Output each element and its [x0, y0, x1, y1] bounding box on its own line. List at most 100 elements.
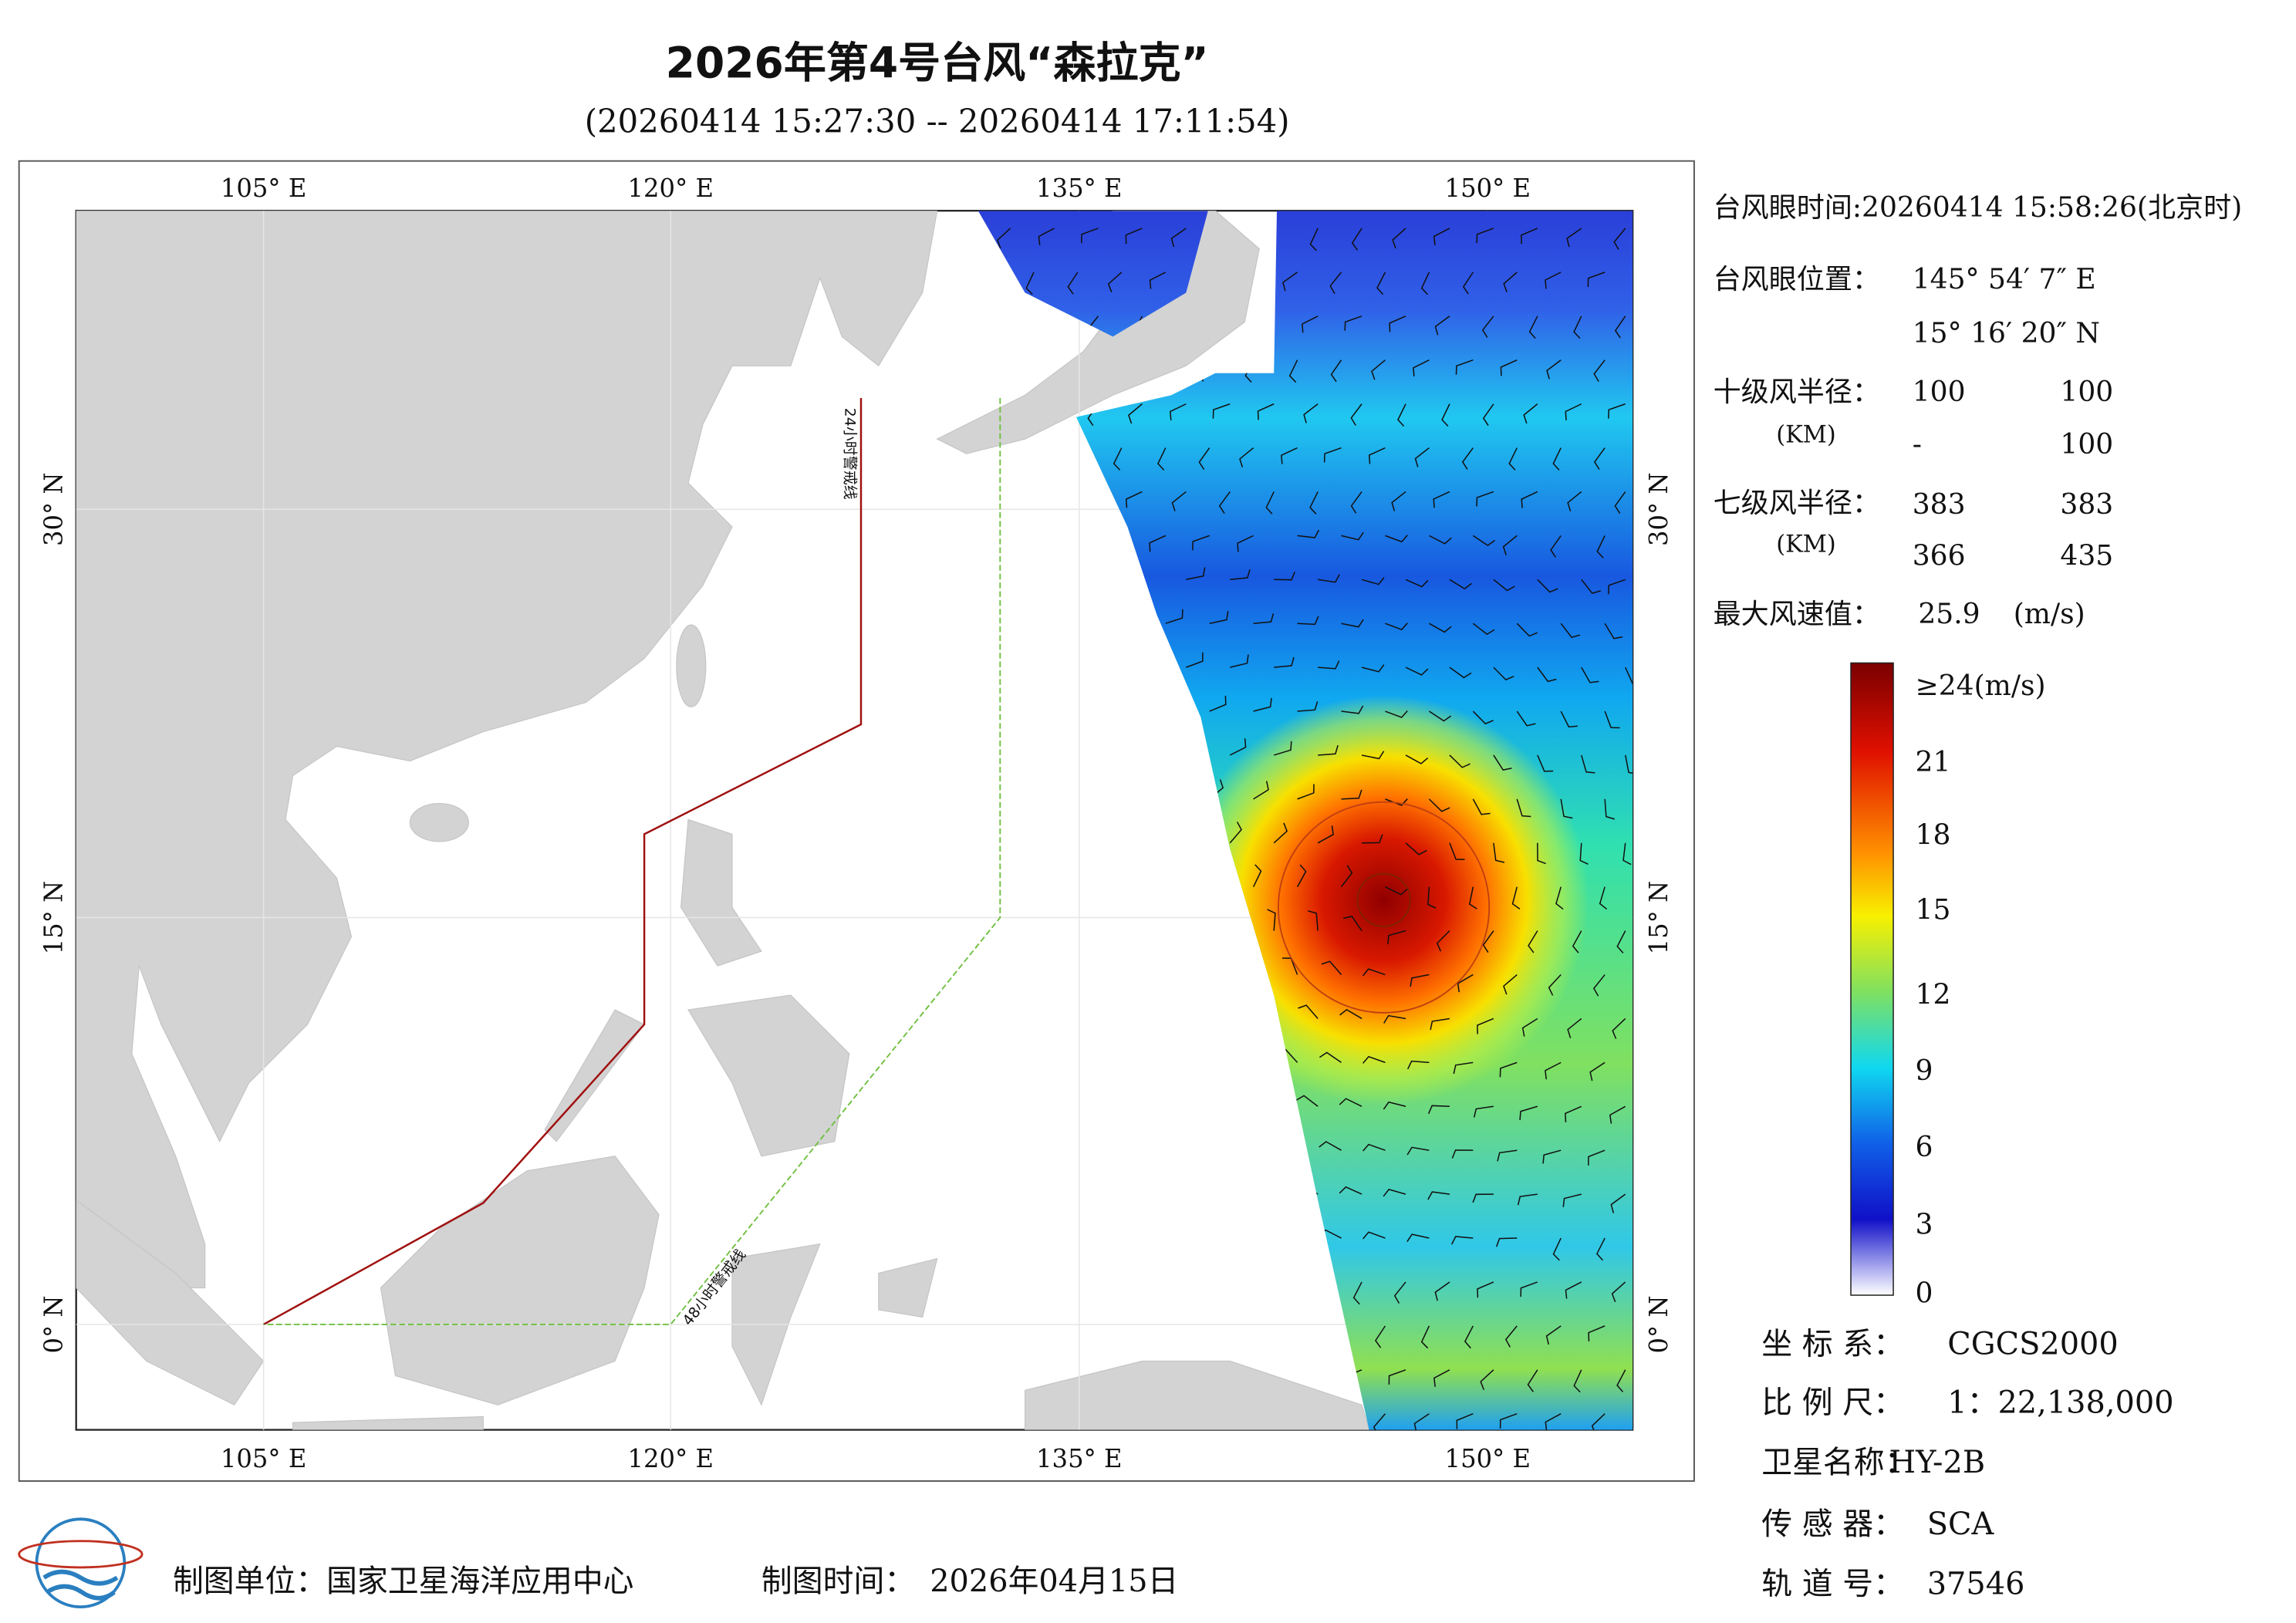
r7-circle [1277, 801, 1491, 1014]
colorbar [1850, 662, 1894, 1296]
wind-barb [1610, 1193, 1626, 1213]
colorbar-label: 21 [1916, 746, 1951, 778]
wind-barb [1537, 579, 1558, 593]
wind-barb [1317, 825, 1334, 844]
wind-barb [1589, 1061, 1606, 1081]
colorbar-label: 12 [1916, 979, 1951, 1011]
wind-barb [1330, 359, 1342, 383]
wind-barb [1565, 1281, 1582, 1299]
wind-barb [1572, 930, 1582, 953]
wind-barb [1125, 491, 1143, 508]
wind-barb [1343, 915, 1362, 932]
warning-line-48h [263, 398, 1001, 1325]
wind-barb [1462, 272, 1474, 295]
wind-barb [1405, 579, 1429, 588]
wind-barb [1212, 403, 1231, 419]
colorbar-label: 18 [1916, 819, 1951, 852]
wind-barb [1567, 1017, 1582, 1038]
wind-barb [1517, 1193, 1538, 1206]
wind-barb [1319, 1141, 1342, 1151]
lat-label-left: 15° N [39, 881, 69, 955]
wind-barb [1472, 623, 1495, 636]
lat-label-right: 30° N [1644, 472, 1673, 546]
wind-barb [1362, 1055, 1386, 1064]
wind-barb [1407, 1060, 1430, 1070]
wind-barb [1433, 491, 1450, 508]
wind-barb [1341, 705, 1364, 714]
wind-barb [1588, 1149, 1606, 1166]
wind-barb [1230, 654, 1249, 668]
wind-barb [1433, 1369, 1450, 1387]
wind-barb [1499, 1061, 1518, 1078]
wind-barb [1170, 228, 1187, 248]
wind-barb [1565, 1105, 1582, 1122]
wind-barb [1542, 1149, 1562, 1164]
wind-barb [1566, 228, 1582, 248]
wind-barb [1361, 664, 1385, 673]
wind-barb [1385, 535, 1408, 543]
lat-label-right: 15° N [1644, 881, 1673, 955]
eye-position-label: 台风眼位置： [1714, 263, 1880, 295]
wind-barb [1433, 228, 1450, 245]
wind-barb [1230, 569, 1251, 581]
wind-barb [1552, 1237, 1562, 1261]
wind-barb [1385, 710, 1408, 718]
colorbar-label: 9 [1916, 1054, 1933, 1087]
wind-barb [1128, 403, 1143, 424]
wind-barb [1156, 447, 1167, 471]
wind-barb [1107, 272, 1123, 292]
wind-barb [1455, 359, 1474, 375]
lon-label-bottom: 105° E [221, 1444, 307, 1473]
meta-label: 轨 道 号： [1761, 1567, 1904, 1602]
wind-barb [1388, 1369, 1406, 1385]
wind-barb [1562, 1193, 1582, 1207]
wind-barb [1274, 741, 1292, 756]
wind-barb [1038, 228, 1055, 245]
wind-barb [1321, 960, 1342, 976]
wind-barb [1344, 315, 1362, 331]
wind-barb [1596, 1237, 1606, 1261]
land [76, 211, 1370, 1430]
r10-value: 100 [2060, 376, 2113, 408]
wind-barb [1170, 403, 1187, 420]
wind-barb [1497, 1149, 1518, 1162]
wind-barb [1318, 745, 1339, 756]
wind-barb [1520, 1281, 1538, 1297]
wind-barb [1552, 447, 1562, 471]
wind-barb [1608, 579, 1626, 595]
wind-barb [1453, 1061, 1474, 1075]
eye-lon: 145° 54′ 7″ E [1913, 263, 2096, 295]
wind-barb [1555, 886, 1564, 910]
meta-label: 卫星名称： [1761, 1445, 1915, 1480]
wind-barb [1428, 710, 1452, 722]
wind-barb [1560, 623, 1581, 639]
wind-barb [1385, 623, 1408, 631]
wind-barb [1593, 447, 1606, 471]
wind-barb [1476, 228, 1494, 244]
wind-barb [1229, 822, 1243, 844]
wind-barb [1362, 1231, 1386, 1240]
wind-barb [1297, 616, 1319, 626]
wind-barb [1581, 666, 1599, 683]
wind-barb [1414, 447, 1430, 467]
wind-barb [1339, 1008, 1362, 1020]
colorbar-label: 15 [1916, 893, 1951, 926]
wind-barb [1297, 701, 1319, 712]
wind-barb [1482, 930, 1494, 953]
wind-barb [1413, 359, 1430, 377]
wind-barb [1165, 609, 1183, 624]
meta-value: HY-2B [1889, 1445, 1985, 1480]
wind-barb [1309, 491, 1319, 515]
wind-barb [1546, 359, 1562, 380]
wind-barb [1604, 798, 1616, 820]
logo [18, 1517, 144, 1609]
wind-barb [1253, 781, 1269, 800]
wind-barb [1186, 567, 1206, 581]
wind-barb [1341, 789, 1362, 800]
meta-label: 坐 标 系： [1761, 1326, 1904, 1361]
wind-barb [1523, 403, 1538, 424]
wind-barb [1464, 1325, 1474, 1349]
wind-barb [1493, 666, 1514, 681]
wind-barb [1361, 751, 1385, 760]
wind-barb [1519, 1105, 1538, 1121]
